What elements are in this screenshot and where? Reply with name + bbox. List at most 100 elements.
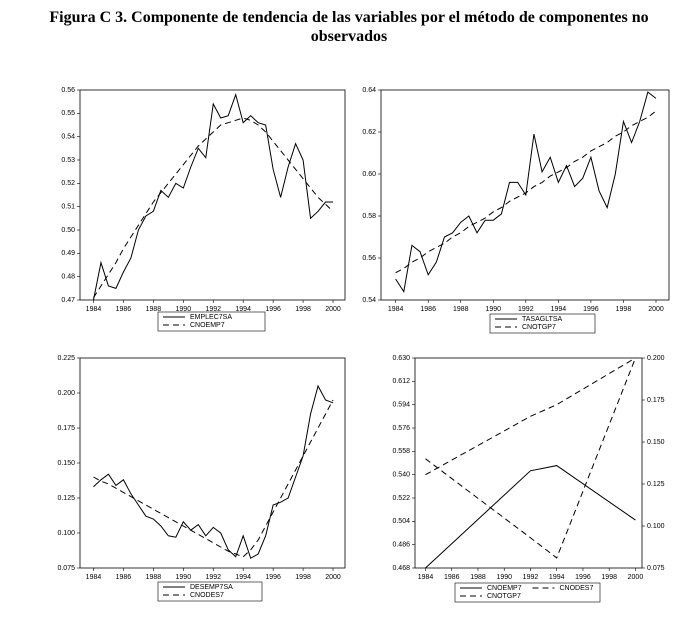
plot-frame [380,89,670,301]
x-tick-label: 2000 [325,574,341,581]
x-tick-label: 1990 [176,306,192,313]
y-tick-label: 0.522 [392,495,410,502]
x-tick-label: 1988 [146,306,162,313]
legend-box [454,582,601,603]
legend-label: CNODES7 [190,592,224,599]
y-tick-label: 0.075 [57,565,75,572]
series-line [92,92,334,301]
figure-title: Figura C 3. Componente de tendencia de l… [49,9,649,45]
y-tick-label: 0.56 [362,255,376,262]
y-tick-label: 0.54 [61,134,75,141]
y-tick-label: 0.225 [57,355,75,362]
x-tick-label: 1996 [265,306,281,313]
x-tick-label: 1994 [235,306,251,313]
x-tick-label: 1988 [470,574,486,581]
y-tick-label: 0.630 [392,355,410,362]
y-tick-label: 0.504 [392,518,410,525]
y-tick-label: 0.468 [392,565,410,572]
y-tick-label: 0.175 [57,425,75,432]
y-tick-label: 0.125 [57,495,75,502]
y-tick-label: 0.55 [61,110,75,117]
y2-tick-label: 0.175 [647,397,665,404]
y-tick-label: 0.49 [61,250,75,257]
y-tick-label: 0.56 [61,87,75,94]
x-tick-label: 1984 [86,574,102,581]
x-tick-label: 1996 [583,306,599,313]
plot-frame [79,89,346,301]
x-tick-label: 1990 [176,574,192,581]
x-tick-label: 1986 [116,574,132,581]
x-tick-label: 1996 [265,574,281,581]
y-tick-label: 0.200 [57,390,75,397]
series-line [93,384,334,559]
y-tick-label: 0.47 [61,297,75,304]
x-tick-label: 1994 [549,574,565,581]
legend-label: DESEMP7SA [190,584,233,591]
x-tick-label: 1998 [295,306,311,313]
legend-label: CNOTGP7 [487,593,521,600]
y-tick-label: 0.486 [392,542,410,549]
y2-tick-label: 0.200 [647,355,665,362]
x-tick-label: 1990 [485,306,501,313]
x-tick-label: 1988 [453,306,469,313]
x-tick-label: 1984 [418,574,434,581]
y-tick-label: 0.100 [57,530,75,537]
legend-label: CNOEMP7 [487,585,522,592]
x-tick-label: 1992 [518,306,534,313]
y2-tick-label: 0.150 [647,439,665,446]
series-line [425,465,636,569]
y-tick-label: 0.60 [362,171,376,178]
x-tick-label: 1992 [205,306,221,313]
y-tick-label: 0.576 [392,425,410,432]
x-tick-label: 1984 [388,306,404,313]
x-tick-label: 1998 [295,574,311,581]
series-line [93,399,334,558]
series-line [395,110,657,274]
x-tick-label: 1998 [601,574,617,581]
x-tick-label: 1992 [523,574,539,581]
x-tick-label: 1992 [205,574,221,581]
x-tick-label: 1990 [496,574,512,581]
y-tick-label: 0.540 [392,472,410,479]
y-tick-label: 0.64 [362,87,376,94]
y-tick-label: 0.58 [362,213,376,220]
x-tick-label: 1998 [616,306,632,313]
x-tick-label: 1988 [146,574,162,581]
x-tick-label: 2000 [325,306,341,313]
y-tick-label: 0.558 [392,448,410,455]
y2-tick-label: 0.075 [647,565,665,572]
y2-tick-label: 0.100 [647,523,665,530]
y2-tick-label: 0.125 [647,481,665,488]
y-tick-label: 0.54 [362,297,376,304]
x-tick-label: 2000 [628,574,644,581]
legend-label: EMPLEC7SA [190,314,232,321]
y-tick-label: 0.51 [61,204,75,211]
y-tick-label: 0.52 [61,180,75,187]
legend-label: CNODES7 [560,585,594,592]
series-line [93,117,334,298]
legend-label: TASAGLTSA [522,316,563,323]
x-tick-label: 1994 [551,306,567,313]
series-line [425,357,636,559]
y-tick-label: 0.594 [392,402,410,409]
series-line [395,91,657,293]
y-tick-label: 0.48 [61,274,75,281]
y-tick-label: 0.62 [362,129,376,136]
series-line [425,357,636,476]
legend-label: CNOTGP7 [522,324,556,331]
x-tick-label: 1996 [575,574,591,581]
x-tick-label: 2000 [648,306,664,313]
y-tick-label: 0.612 [392,378,410,385]
legend-label: CNOEMP7 [190,322,225,329]
x-tick-label: 1986 [444,574,460,581]
plot-frame [414,357,643,569]
y-tick-label: 0.53 [61,157,75,164]
x-tick-label: 1986 [420,306,436,313]
plot-frame [79,357,346,569]
y-tick-label: 0.50 [61,227,75,234]
x-tick-label: 1994 [235,574,251,581]
y-tick-label: 0.150 [57,460,75,467]
x-tick-label: 1984 [86,306,102,313]
